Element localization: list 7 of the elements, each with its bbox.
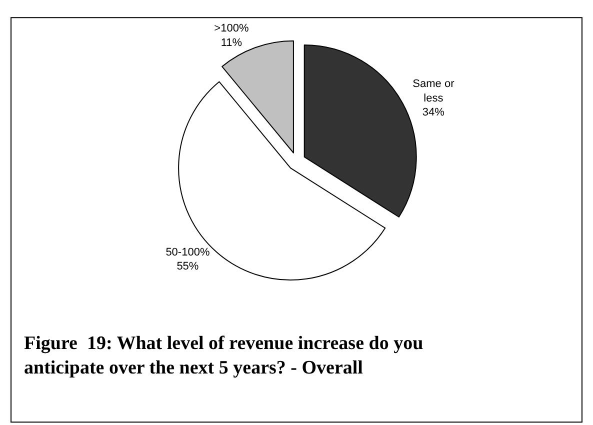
data-label: 34% bbox=[422, 106, 445, 119]
data-label: 55% bbox=[176, 260, 199, 273]
slice-label: 50-100% bbox=[166, 246, 210, 258]
slice-label: >100% bbox=[214, 22, 249, 35]
slice-label: Same or less bbox=[412, 78, 455, 104]
text: Figure 19: What level of revenue increase do you anticipate over the next 5 years? - Overall bbox=[24, 333, 424, 379]
data-label: 11% bbox=[220, 37, 242, 49]
